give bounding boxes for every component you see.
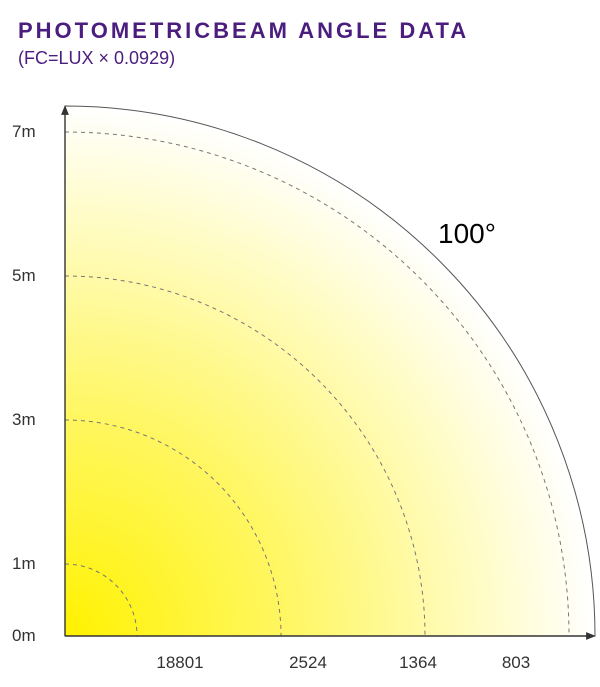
y-tick-0m: 0m — [12, 626, 36, 646]
beam-angle-label: 100° — [438, 218, 496, 250]
y-tick-5m: 5m — [12, 266, 36, 286]
beam-diagram-svg — [0, 0, 600, 687]
y-tick-7m: 7m — [12, 122, 36, 142]
y-tick-1m: 1m — [12, 554, 36, 574]
beam-wedge — [65, 106, 595, 636]
y-tick-3m: 3m — [12, 410, 36, 430]
photometric-beam-figure: PHOTOMETRICBEAM ANGLE DATA (FC=LUX × 0.0… — [0, 0, 600, 687]
lux-value-3: 803 — [502, 653, 530, 673]
lux-value-0: 18801 — [156, 653, 203, 673]
lux-value-1: 2524 — [289, 653, 327, 673]
lux-value-2: 1364 — [399, 653, 437, 673]
